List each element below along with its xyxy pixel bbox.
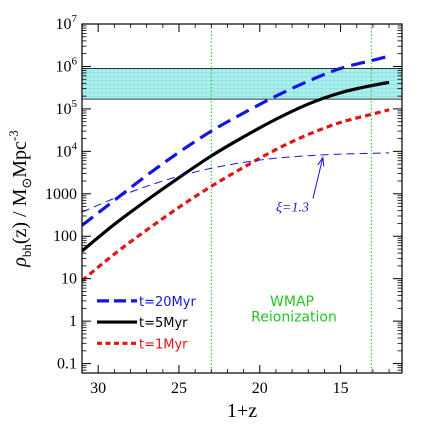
y-tick-label: 1000 [45,186,77,203]
annotation-wmap: WMAP [270,294,314,310]
y-tick-label: 0.1 [57,356,77,373]
x-tick-label: 25 [171,380,187,397]
legend-label-0: t=20Myr [139,295,196,310]
xi-arrow-line [312,157,324,199]
x-tick-label: 30 [90,380,106,397]
y-tick-label: 104 [56,140,78,160]
series-line-t-1myr [82,108,390,282]
legend-label-1: t=5Myr [139,316,188,331]
series-line-t-5myr [82,80,390,253]
y-tick-label: 1 [69,313,77,330]
legend-label-2: t=1Myr [139,337,188,352]
x-tick-label: 15 [333,380,349,397]
x-axis-label: 1+z [227,400,257,422]
y-tick-label: 105 [56,98,78,118]
y-tick-label: 10 [61,271,77,288]
annotation-xi: ξ=1.3 [276,200,309,215]
annotation-reionization: Reionization [251,309,337,325]
wmap-band-grid [81,68,403,100]
series-line-t-20myr [82,54,390,227]
y-axis-label: ρbh(z) / M⊙Mpc-3 [6,130,34,268]
y-tick-label: 106 [56,55,78,75]
plot-frame [81,23,403,374]
xi-arrow-head [317,156,325,167]
y-tick-label: 107 [56,13,78,33]
x-tick-label: 20 [252,380,268,397]
series-line-xi-curve [82,152,390,213]
y-tick-label: 100 [53,228,77,245]
